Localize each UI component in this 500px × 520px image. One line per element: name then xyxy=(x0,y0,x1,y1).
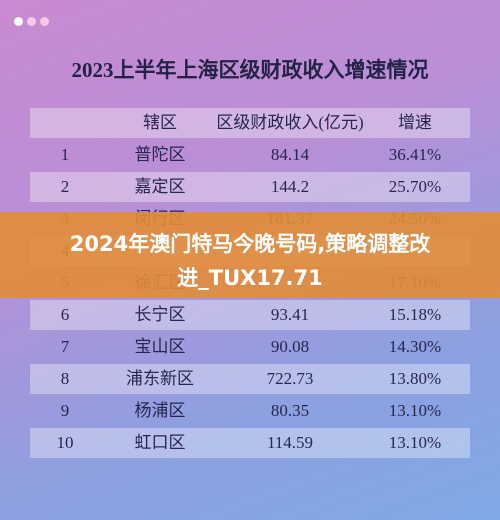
dot xyxy=(27,17,36,26)
cell: 80.35 xyxy=(270,401,310,420)
header: 增速 xyxy=(398,113,432,132)
cell: 虹口区 xyxy=(134,433,186,452)
table-row: 10 虹口区 114.59 13.10% xyxy=(30,428,470,458)
cell: 25.70% xyxy=(388,177,442,196)
cell: 7 xyxy=(60,337,70,356)
table-row: 6 长宁区 93.41 15.18% xyxy=(30,300,470,330)
table-row: 9 杨浦区 80.35 13.10% xyxy=(30,396,470,426)
cell: 36.41% xyxy=(388,145,442,164)
cell: 嘉定区 xyxy=(134,177,186,196)
header-row: 辖区 区级财政收入(亿元) 增速 xyxy=(30,108,470,138)
cell: 144.2 xyxy=(270,177,310,196)
table-row: 2 嘉定区 144.2 25.70% xyxy=(30,172,470,202)
cell: 13.10% xyxy=(388,401,442,420)
banner: 2024年澳门特马今晚号码,策略调整改 进_TUX17.71 xyxy=(0,212,500,298)
cell: 93.41 xyxy=(270,305,310,324)
cell: 9 xyxy=(60,401,70,420)
cell: 1 xyxy=(60,145,70,164)
cell: 宝山区 xyxy=(134,337,186,356)
title: 2023上半年上海区级财政收入增速情况 xyxy=(71,58,429,82)
cell: 10 xyxy=(56,433,74,452)
cell: 长宁区 xyxy=(134,305,186,324)
cell: 8 xyxy=(60,369,70,388)
cell: 杨浦区 xyxy=(134,401,186,420)
cell: 13.80% xyxy=(388,369,442,388)
banner-line: 2024年澳门特马今晚号码,策略调整改 xyxy=(69,232,431,256)
cell: 13.10% xyxy=(388,433,442,452)
cell: 114.59 xyxy=(266,433,314,452)
table-row: 8 浦东新区 722.73 13.80% xyxy=(30,364,470,394)
cell: 14.30% xyxy=(388,337,442,356)
cell: 2 xyxy=(60,177,70,196)
table-row: 1 普陀区 84.14 36.41% xyxy=(30,140,470,170)
table-row: 7 宝山区 90.08 14.30% xyxy=(30,332,470,362)
cell: 普陀区 xyxy=(134,145,186,164)
cell: 浦东新区 xyxy=(126,369,194,388)
cell: 722.73 xyxy=(266,369,314,388)
cell: 90.08 xyxy=(270,337,310,356)
cell: 6 xyxy=(60,305,70,324)
cell: 84.14 xyxy=(270,145,310,164)
header: 辖区 xyxy=(143,113,177,132)
banner-line: 进_TUX17.71 xyxy=(177,266,323,290)
dot xyxy=(14,17,23,26)
dot xyxy=(40,17,49,26)
cell: 15.18% xyxy=(388,305,442,324)
header: 区级财政收入(亿元) xyxy=(216,113,364,132)
